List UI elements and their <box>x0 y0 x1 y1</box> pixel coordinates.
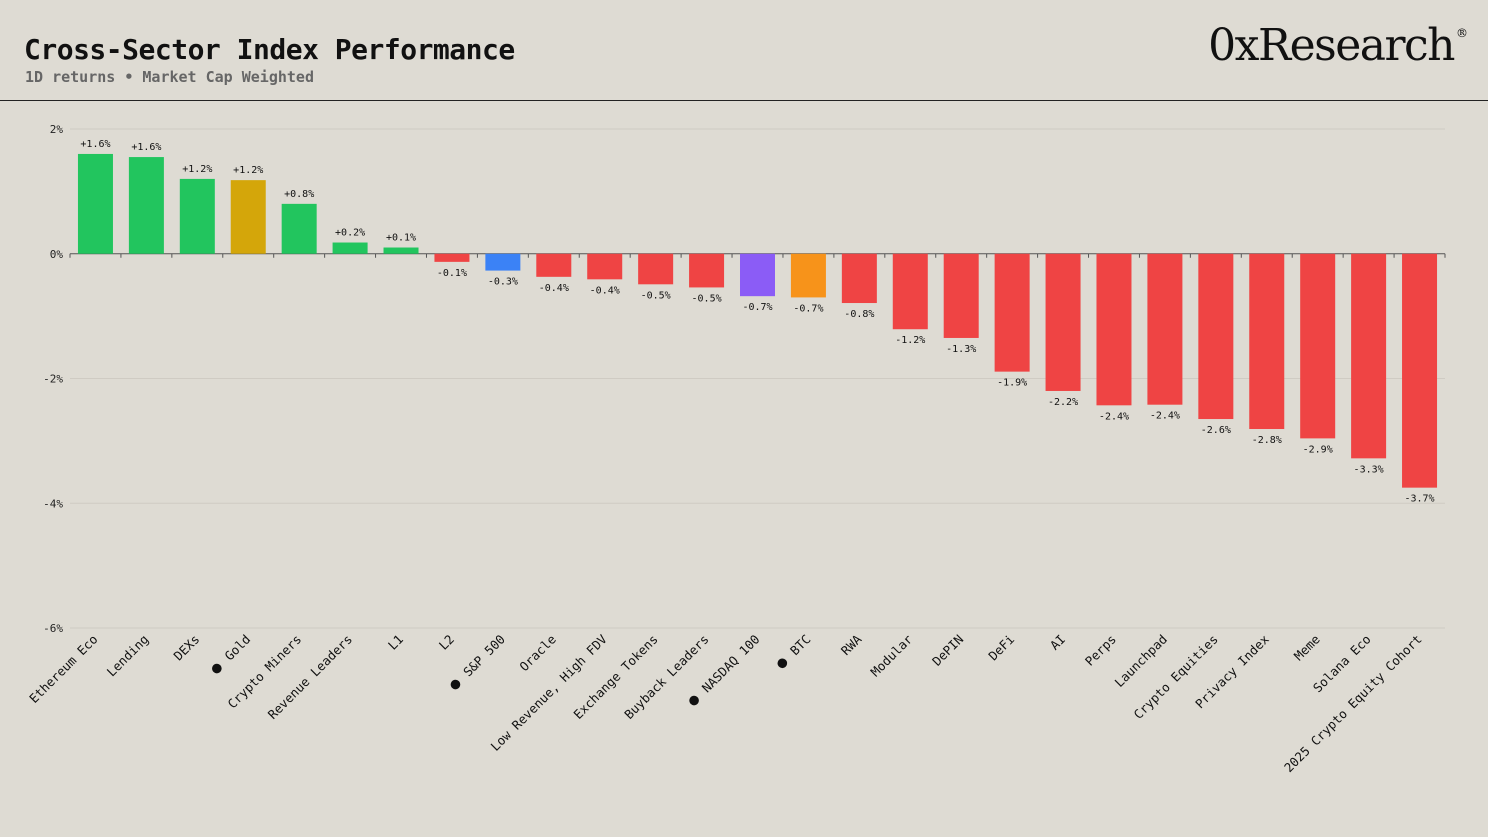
brand-logo: 0xResearch ® <box>1208 20 1468 71</box>
value-label: -2.6% <box>1201 425 1231 436</box>
chart-title: Cross-Sector Index Performance <box>24 33 515 66</box>
category-label: DeFi <box>985 632 1017 664</box>
category-label: Perps <box>1082 632 1119 669</box>
bar <box>536 253 572 277</box>
bar <box>841 253 877 304</box>
value-label: -0.1% <box>437 268 467 279</box>
y-tick-label: -6% <box>43 622 63 635</box>
chart-header: Cross-Sector Index Performance 1D return… <box>0 0 1488 100</box>
category-label: L2 <box>436 632 457 653</box>
value-label: -0.7% <box>742 302 772 313</box>
category-label: Meme <box>1291 632 1323 664</box>
bar <box>1300 253 1336 439</box>
bar <box>485 253 521 271</box>
value-label: +0.8% <box>284 189 314 200</box>
category-label: DePIN <box>929 632 966 669</box>
category-label: RWA <box>838 631 865 658</box>
value-label: +1.2% <box>233 165 263 176</box>
value-label: -1.2% <box>895 335 925 346</box>
value-label: -2.2% <box>1048 397 1078 408</box>
value-label: +1.6% <box>131 142 161 153</box>
value-label: -0.5% <box>692 293 722 304</box>
category-label: DEXs <box>171 632 203 664</box>
category-label: Oracle <box>516 632 559 675</box>
category-label: Ethereum Eco <box>26 632 100 706</box>
y-tick-label: -2% <box>43 373 63 386</box>
value-label: +0.2% <box>335 228 365 239</box>
value-label: -0.4% <box>539 283 569 294</box>
chart-subtitle: 1D returns • Market Cap Weighted <box>25 68 314 86</box>
category-label: ● BTC <box>771 629 814 672</box>
category-label: Modular <box>868 631 916 679</box>
bar <box>689 253 725 288</box>
category-label: Revenue Leaders <box>265 632 355 722</box>
bar <box>230 180 266 254</box>
bar <box>1096 253 1132 406</box>
value-label: -1.3% <box>946 344 976 355</box>
value-label: -0.3% <box>488 277 518 288</box>
bar <box>179 178 215 254</box>
value-label: -2.4% <box>1150 411 1180 422</box>
registered-mark: ® <box>1456 26 1468 40</box>
bar <box>128 157 164 254</box>
value-label: +1.2% <box>182 164 212 175</box>
value-label: -1.9% <box>997 378 1027 389</box>
category-label: ● Gold <box>206 629 254 677</box>
bar <box>1249 253 1285 430</box>
category-label: L1 <box>385 632 406 653</box>
value-label: -0.4% <box>590 285 620 296</box>
bar <box>943 253 979 338</box>
header-divider <box>0 100 1488 101</box>
category-label: AI <box>1047 632 1068 653</box>
value-label: -0.7% <box>793 303 823 314</box>
y-tick-label: 0% <box>50 248 64 261</box>
bar <box>1045 253 1081 391</box>
bar <box>638 253 674 285</box>
bar <box>1402 253 1438 488</box>
category-name: Gold <box>221 632 253 664</box>
value-label: -2.4% <box>1099 411 1129 422</box>
y-tick-label: 2% <box>50 123 64 136</box>
bar <box>740 253 775 297</box>
category-name: S&P 500 <box>460 632 508 680</box>
category-label: Lending <box>104 632 152 680</box>
bar <box>1147 253 1183 405</box>
category-label: ● S&P 500 <box>444 629 508 693</box>
bar <box>994 253 1030 372</box>
brand-logo-text: 0xResearch <box>1208 20 1455 71</box>
bar <box>281 203 317 254</box>
bar <box>332 242 368 254</box>
bar <box>77 153 113 254</box>
bar <box>892 253 928 330</box>
bar <box>587 253 623 280</box>
bar <box>383 247 419 254</box>
y-tick-label: -4% <box>43 497 63 510</box>
category-label: Buyback Leaders <box>621 632 711 722</box>
bar <box>790 253 826 298</box>
bar <box>1198 253 1234 420</box>
value-label: +0.1% <box>386 233 416 244</box>
value-label: -0.5% <box>641 290 671 301</box>
category-label: Exchange Tokens <box>570 632 660 722</box>
value-label: +1.6% <box>80 139 110 150</box>
value-label: -3.7% <box>1404 494 1434 505</box>
value-label: -0.8% <box>844 309 874 320</box>
bar <box>434 253 470 262</box>
value-label: -3.3% <box>1354 464 1384 475</box>
category-label: Crypto Equities <box>1131 632 1221 722</box>
value-label: -2.9% <box>1303 444 1333 455</box>
bar <box>1351 253 1387 459</box>
value-label: -2.8% <box>1252 435 1282 446</box>
